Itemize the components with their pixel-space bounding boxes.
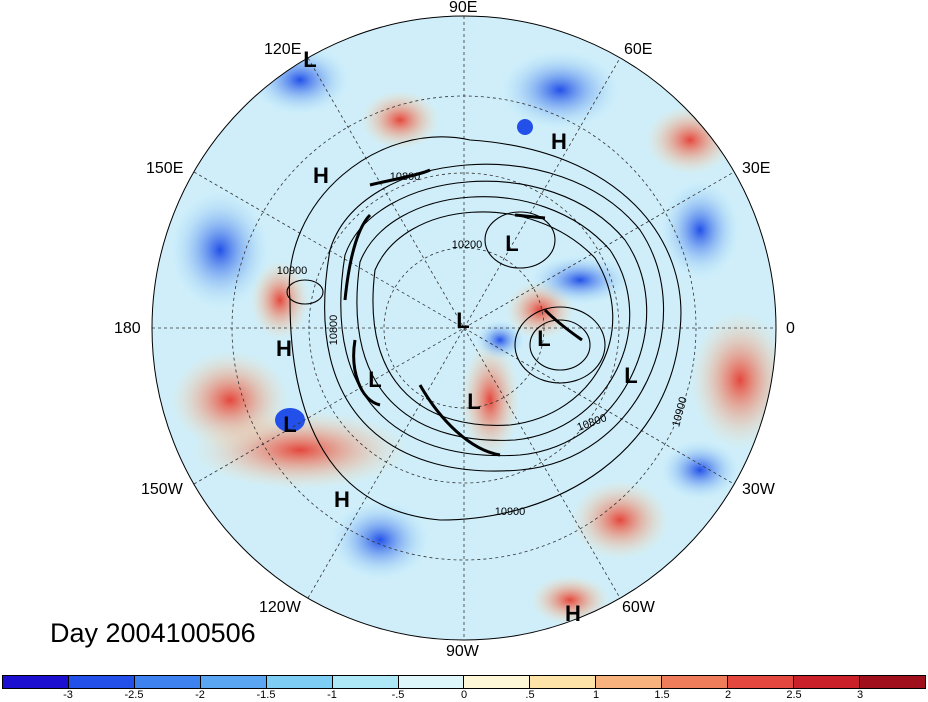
- low-pressure-center: L: [467, 389, 481, 414]
- longitude-label-30w: 30W: [742, 481, 775, 498]
- high-pressure-center: H: [313, 163, 329, 188]
- longitude-label-0: 0: [786, 320, 795, 337]
- colorbar-swatch: [3, 676, 69, 688]
- colorbar-tick-label: 3: [856, 689, 864, 701]
- longitude-label-150w: 150W: [141, 481, 183, 498]
- colorbar-tick-label: 0: [460, 689, 468, 701]
- colorbar-tick-label: -2: [195, 689, 205, 701]
- colorbar: [2, 675, 926, 689]
- colorbar-swatch: [134, 676, 201, 688]
- colorbar-tick-label: -3: [63, 689, 73, 701]
- contour-label: 10800: [389, 171, 421, 183]
- colorbar-swatch: [68, 676, 135, 688]
- colorbar-tick-label: 1: [592, 689, 600, 701]
- low-pressure-center: L: [456, 308, 470, 333]
- high-pressure-center: H: [551, 129, 567, 154]
- longitude-label-30e: 30E: [742, 160, 771, 177]
- colorbar-swatch: [662, 676, 729, 688]
- colorbar-tick-label: -.5: [391, 689, 405, 701]
- colorbar-swatch: [794, 676, 860, 688]
- longitude-label-120w: 120W: [259, 599, 301, 616]
- longitude-label-180: 180: [114, 320, 141, 337]
- colorbar-swatch: [596, 676, 663, 688]
- colorbar-swatch: [200, 676, 267, 688]
- plot-title: Day 2004100506: [50, 618, 256, 648]
- longitude-label-150e: 150E: [146, 160, 184, 177]
- colorbar-swatch: [859, 676, 925, 688]
- colorbar-tick-label: 2: [724, 689, 732, 701]
- high-pressure-center: H: [334, 487, 350, 512]
- colorbar-swatch: [332, 676, 399, 688]
- colorbar-swatch: [464, 676, 531, 688]
- colorbar-swatch: [728, 676, 795, 688]
- longitude-label-120e: 120E: [264, 41, 302, 58]
- longitude-label-90w: 90W: [446, 643, 479, 660]
- colorbar-tick-label: -1.5: [256, 689, 276, 701]
- colorbar-swatch: [530, 676, 597, 688]
- low-pressure-center: L: [303, 47, 317, 72]
- colorbar-tick-label: .5: [525, 689, 535, 701]
- anomaly-field: [152, 16, 776, 640]
- colorbar-tick-label: -1: [327, 689, 337, 701]
- high-pressure-center: H: [565, 601, 581, 626]
- contour-label: 10200: [451, 239, 483, 251]
- longitude-label-60e: 60E: [624, 41, 653, 58]
- contour-label: 10800: [328, 314, 340, 346]
- high-pressure-center: H: [276, 336, 292, 361]
- longitude-label-60w: 60W: [622, 599, 655, 616]
- colorbar-tick-label: 1.5: [654, 689, 670, 701]
- low-pressure-center: L: [624, 363, 638, 388]
- colorbar-swatch: [266, 676, 333, 688]
- low-pressure-center: L: [283, 412, 297, 437]
- colorbar-tick-label: -2.5: [124, 689, 144, 701]
- contour-label: 10900: [494, 506, 526, 518]
- low-pressure-center: L: [537, 326, 551, 351]
- colorbar-swatch: [398, 676, 465, 688]
- colorbar-tick-label: 2.5: [786, 689, 802, 701]
- contour-label: 10900: [276, 265, 308, 277]
- low-pressure-center: L: [505, 231, 519, 256]
- low-pressure-center: L: [368, 367, 382, 392]
- longitude-label-90e: 90E: [449, 0, 478, 16]
